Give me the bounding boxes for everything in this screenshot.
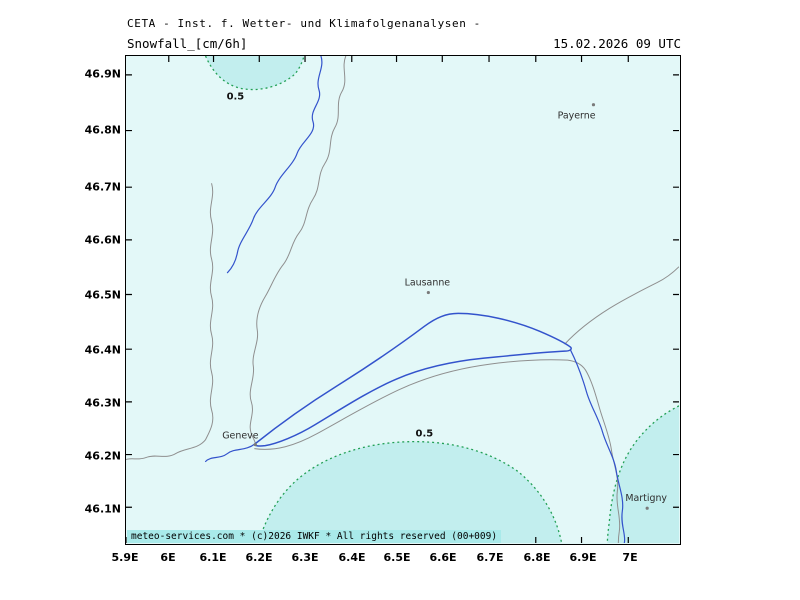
lon-tick-label: 6.6E xyxy=(429,551,457,564)
lon-tick-label: 7E xyxy=(622,551,638,564)
lon-tick-label: 6.1E xyxy=(199,551,227,564)
lon-tick-label: 6.9E xyxy=(569,551,597,564)
institute-header: CETA - Inst. f. Wetter- und Klimafolgena… xyxy=(127,17,481,30)
river-rhone-outlet xyxy=(204,443,256,463)
lat-tick-label: 46.7N xyxy=(84,180,121,194)
lon-tick-label: 5.9E xyxy=(111,551,139,564)
map-canvas: 0.5 0.5 Payerne Lausanne Geneve Martigny xyxy=(126,56,679,543)
lake-geneva-outline xyxy=(254,312,572,447)
lat-tick-label: 46.2N xyxy=(84,449,121,463)
river-north xyxy=(226,56,323,274)
lon-tick-label: 6.4E xyxy=(338,551,366,564)
city-marker-lausanne xyxy=(426,290,430,295)
copyright-footer: meteo-services.com * (c)2026 IWKF * All … xyxy=(127,530,502,543)
river-rhone-upstream xyxy=(569,349,626,543)
lon-tick-label: 6.8E xyxy=(523,551,551,564)
contour-label-top: 0.5 xyxy=(227,92,245,103)
snowfall-region-southeast xyxy=(607,405,679,543)
city-label-lausanne: Lausanne xyxy=(405,278,451,289)
lat-tick-label: 46.4N xyxy=(84,343,121,357)
lat-tick-label: 46.9N xyxy=(84,67,121,81)
lon-tick-label: 6.5E xyxy=(383,551,411,564)
lon-tick-label: 6.3E xyxy=(291,551,319,564)
border-line-north xyxy=(249,56,347,444)
contour-line-top xyxy=(204,56,305,91)
timestamp: 15.02.2026 09 UTC xyxy=(553,36,681,51)
map-frame: 0.5 0.5 Payerne Lausanne Geneve Martigny… xyxy=(125,55,681,545)
lat-tick-label: 46.8N xyxy=(84,123,121,137)
snowfall-region-bottom xyxy=(258,441,562,543)
city-label-payerne: Payerne xyxy=(558,111,596,122)
contour-line-southeast xyxy=(606,405,679,543)
city-marker-payerne xyxy=(591,103,596,107)
city-label-martigny: Martigny xyxy=(625,493,667,504)
copyright-text: meteo-services.com * (c)2026 IWKF * All … xyxy=(131,531,498,542)
lat-tick-label: 46.3N xyxy=(84,396,121,410)
city-marker-geneve xyxy=(253,443,257,447)
lon-tick-label: 6.2E xyxy=(245,551,273,564)
lat-tick-label: 46.5N xyxy=(84,288,121,302)
snowfall-region-top xyxy=(205,56,305,90)
lat-tick-label: 46.6N xyxy=(84,233,121,247)
border-line-northeast xyxy=(564,266,679,345)
city-marker-martigny xyxy=(645,506,649,510)
border-line-south-of-lake xyxy=(254,359,621,543)
contour-label-bottom: 0.5 xyxy=(416,429,434,440)
product-title: Snowfall_[cm/6h] xyxy=(127,36,248,51)
lon-tick-label: 6E xyxy=(160,551,176,564)
lat-tick-label: 46.1N xyxy=(84,502,121,516)
lon-tick-label: 6.7E xyxy=(476,551,504,564)
border-line-west xyxy=(126,183,214,460)
city-label-geneve: Geneve xyxy=(222,431,259,442)
